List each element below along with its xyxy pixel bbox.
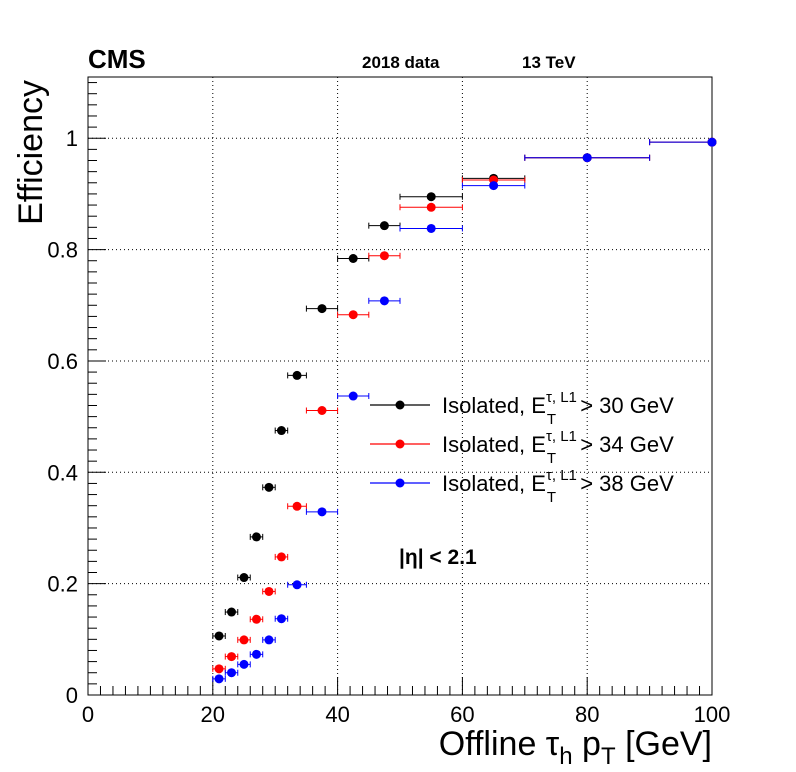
data-point	[251, 649, 261, 659]
data-point	[264, 482, 274, 492]
data-point	[707, 137, 717, 147]
grid	[88, 77, 712, 695]
data-point	[214, 664, 224, 674]
legend-marker	[395, 400, 405, 410]
y-tick-label: 0.8	[47, 238, 78, 263]
eta-cut-label: |η| < 2.1	[399, 546, 477, 569]
data-point	[379, 251, 389, 261]
x-tick-label: 60	[450, 702, 474, 727]
data-point	[214, 631, 224, 641]
data-point	[276, 614, 286, 624]
data-point	[379, 296, 389, 306]
data-point	[264, 635, 274, 645]
dataset-label: 2018 data	[362, 53, 440, 72]
legend-marker	[395, 439, 405, 449]
y-tick-label: 1	[66, 126, 78, 151]
data-point	[292, 501, 302, 511]
y-tick-label: 0	[66, 683, 78, 708]
axis-ticks: 0 20 40 60 80 100 0 0.2 0.4 0.6 0.8 1	[47, 82, 731, 727]
x-tick-label: 80	[575, 702, 599, 727]
data-point	[264, 586, 274, 596]
data-point	[227, 652, 237, 662]
y-tick-label: 0.4	[47, 460, 78, 485]
cms-label: CMS	[88, 44, 146, 74]
y-tick-label: 0.2	[47, 572, 78, 597]
data-point	[348, 254, 358, 264]
data-point	[379, 221, 389, 231]
data-point	[489, 181, 499, 191]
data-point	[239, 659, 249, 669]
legend-label: Isolated, Eτ, L1 T > 34 GeV	[442, 428, 674, 467]
data-point	[348, 391, 358, 401]
legend-label: Isolated, Eτ, L1 T > 30 GeV	[442, 389, 674, 428]
data-point	[317, 304, 327, 314]
data-point	[292, 370, 302, 380]
y-axis-label: Efficiency	[12, 80, 50, 225]
energy-label: 13 TeV	[522, 53, 576, 72]
data-point	[239, 635, 249, 645]
x-axis-label: Offline τh pT [GeV]	[439, 725, 712, 770]
data-point	[251, 614, 261, 624]
legend-marker	[395, 478, 405, 488]
data-points	[212, 137, 717, 684]
data-point	[251, 532, 261, 542]
x-tick-label: 40	[325, 702, 349, 727]
x-tick-label: 0	[82, 702, 94, 727]
data-point	[348, 310, 358, 320]
data-point	[582, 153, 592, 163]
y-tick-label: 0.6	[47, 349, 78, 374]
legend-label: Isolated, Eτ, L1 T > 38 GeV	[442, 467, 674, 506]
data-point	[239, 573, 249, 583]
data-point	[276, 552, 286, 562]
data-point	[276, 426, 286, 436]
plot-frame	[87, 76, 713, 696]
data-point	[426, 202, 436, 212]
x-tick-label: 100	[694, 702, 731, 727]
data-point	[227, 607, 237, 617]
data-point	[426, 192, 436, 202]
x-axis-label-text: Offline τh pT [GeV]	[439, 725, 712, 770]
data-point	[214, 674, 224, 684]
data-point	[227, 668, 237, 678]
x-tick-label: 20	[201, 702, 225, 727]
data-point	[317, 405, 327, 415]
data-point	[292, 580, 302, 590]
data-point	[317, 507, 327, 517]
data-point	[426, 223, 436, 233]
